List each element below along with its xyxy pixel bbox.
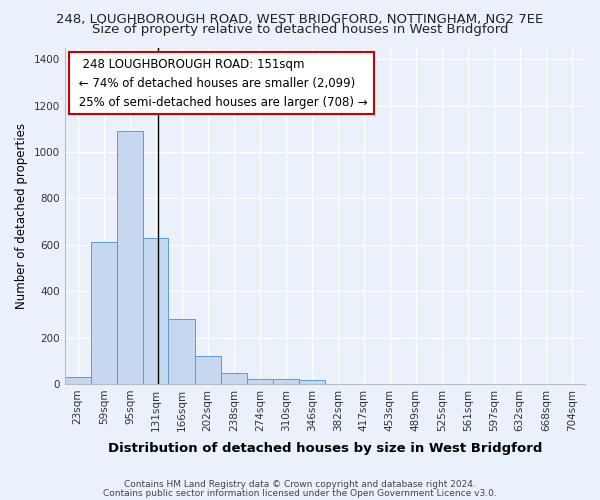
Bar: [91, 242, 117, 384]
Bar: [299, 380, 325, 384]
Bar: [221, 374, 247, 384]
Text: Contains HM Land Registry data © Crown copyright and database right 2024.: Contains HM Land Registry data © Crown c…: [124, 480, 476, 489]
Bar: [65, 377, 91, 384]
Text: Contains public sector information licensed under the Open Government Licence v3: Contains public sector information licen…: [103, 489, 497, 498]
Bar: [169, 319, 194, 384]
Text: 248 LOUGHBOROUGH ROAD: 151sqm  
 ← 74% of detached houses are smaller (2,099)
 2: 248 LOUGHBOROUGH ROAD: 151sqm ← 74% of d…: [75, 58, 368, 108]
Bar: [194, 356, 221, 384]
Text: Size of property relative to detached houses in West Bridgford: Size of property relative to detached ho…: [92, 24, 508, 36]
Text: 248, LOUGHBOROUGH ROAD, WEST BRIDGFORD, NOTTINGHAM, NG2 7EE: 248, LOUGHBOROUGH ROAD, WEST BRIDGFORD, …: [56, 12, 544, 26]
Bar: [117, 131, 143, 384]
Bar: [273, 380, 299, 384]
Bar: [247, 380, 273, 384]
Y-axis label: Number of detached properties: Number of detached properties: [15, 122, 28, 308]
Bar: [143, 238, 169, 384]
X-axis label: Distribution of detached houses by size in West Bridgford: Distribution of detached houses by size …: [107, 442, 542, 455]
